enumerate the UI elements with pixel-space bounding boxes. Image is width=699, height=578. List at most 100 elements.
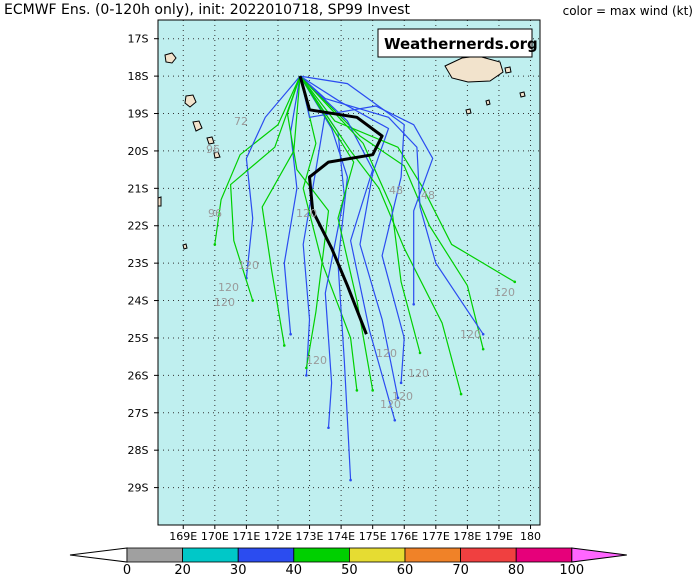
colorbar-tick-label: 20	[174, 563, 191, 578]
member-endpoint	[251, 299, 255, 302]
colorbar-tick-label: 50	[341, 563, 358, 578]
island-vanuatu-1	[164, 52, 177, 64]
member-endpoint	[355, 389, 359, 392]
island-fiji-small-4	[485, 99, 491, 106]
member-endpoint	[289, 332, 292, 336]
fh-label: 48	[421, 189, 435, 202]
island-vanuatu-3	[192, 120, 203, 132]
member-endpoint	[481, 347, 485, 351]
lat-tick-label: 19S	[128, 108, 149, 121]
credit-box: Weathernerds.org	[377, 28, 538, 58]
map-frame	[157, 19, 541, 526]
map-title: ECMWF Ens. (0-120h only), init: 20220107…	[4, 2, 410, 18]
member-endpoint	[213, 243, 217, 246]
lon-tick-label: 172E	[264, 530, 292, 543]
member-track	[299, 75, 399, 398]
lon-tick-label: 179E	[485, 530, 513, 543]
latitude-labels: 17S 18S 19S 20S 21S 22S 23S 24S 25S 26S 27S 28S 29S	[128, 33, 158, 495]
ensemble-tracks	[213, 75, 517, 482]
fh-label: 120	[408, 367, 429, 380]
fh-label: 120	[494, 286, 515, 299]
colorbar-tick-label: 40	[286, 563, 303, 578]
colorbar-tick-label: 70	[452, 563, 469, 578]
lon-tick-label: 180	[520, 530, 541, 543]
island-fiji-small-1	[504, 66, 512, 74]
lat-tick-label: 20S	[128, 145, 149, 158]
lat-tick-label: 28S	[128, 444, 149, 457]
lon-tick-label: 171E	[232, 530, 260, 543]
island-vanuatu-2	[184, 94, 197, 108]
island-new-caledonia-tip	[158, 196, 162, 207]
lon-tick-label: 169E	[169, 530, 197, 543]
member-endpoint	[399, 381, 403, 385]
member-track	[299, 75, 352, 481]
fh-label: 120	[380, 398, 401, 411]
ensemble-mean-track	[298, 75, 384, 335]
member-track	[299, 75, 358, 391]
member-track	[229, 75, 301, 301]
color-legend-note: color = max wind (kt)	[562, 4, 693, 18]
fh-label: 120	[238, 259, 259, 272]
lat-tick-label: 17S	[128, 33, 149, 46]
mean-track-line	[298, 75, 384, 335]
longitude-labels: 169E 170E 171E 172E 173E 174E 175E 176E 177E 178E…	[169, 525, 541, 543]
colorbar-tick-label: 30	[230, 563, 247, 578]
member-track	[286, 75, 330, 369]
fh-label: 96	[208, 207, 222, 220]
fh-label: 120	[214, 296, 235, 309]
lon-tick-label: 170E	[201, 530, 229, 543]
colorbar-segment	[237, 547, 295, 563]
member-track	[261, 76, 301, 346]
member-endpoint	[412, 302, 416, 306]
colorbar-tick-label: 60	[397, 563, 414, 578]
credit-text: Weathernerds.org	[384, 35, 538, 53]
lon-tick-label: 173E	[296, 530, 324, 543]
fh-label: 48	[389, 184, 403, 197]
member-endpoint	[305, 374, 308, 377]
colorbar-segment	[182, 547, 239, 563]
member-track	[299, 75, 484, 335]
lat-tick-label: 21S	[128, 182, 149, 195]
member-endpoint	[327, 426, 330, 430]
member-endpoint	[305, 366, 308, 370]
lat-tick-label: 24S	[128, 295, 149, 308]
colorbar-segment	[348, 547, 406, 563]
fh-label: 72	[234, 115, 248, 128]
colorbar-segment	[515, 547, 573, 563]
colorbar-segment	[460, 547, 517, 563]
lat-tick-label: 26S	[128, 369, 149, 382]
lon-tick-label: 176E	[390, 530, 418, 543]
lon-tick-label: 174E	[327, 530, 355, 543]
member-track	[245, 75, 301, 279]
member-track	[299, 75, 374, 391]
island-fiji-small-3	[465, 108, 472, 115]
colorbar-tick-label: 0	[123, 563, 131, 578]
member-endpoint	[396, 396, 400, 400]
member-endpoint	[459, 392, 463, 396]
fh-label: 120	[296, 207, 317, 220]
lon-tick-label: 177E	[422, 530, 450, 543]
colorbar-left-arrow	[69, 547, 128, 563]
lon-tick-label: 178E	[453, 530, 481, 543]
colorbar-tick-label: 80	[508, 563, 525, 578]
lat-tick-label: 29S	[128, 482, 149, 495]
member-track	[300, 75, 405, 383]
member-endpoint	[481, 332, 485, 336]
fh-label: 120	[460, 328, 481, 341]
lat-tick-label: 22S	[128, 220, 149, 233]
colorbar-tick-label: 100	[559, 563, 584, 578]
colorbar-right-arrow	[571, 547, 627, 563]
member-endpoint	[349, 478, 352, 482]
member-endpoint	[282, 344, 286, 347]
member-track	[299, 75, 434, 305]
forecast-hour-labels: 72 48 48 96 96 120 120 120 120 120 120 1…	[206, 115, 515, 411]
lon-tick-label: 175E	[359, 530, 387, 543]
island-vanuatu-5	[213, 151, 221, 159]
island-small-west	[182, 243, 188, 250]
lat-tick-label: 18S	[128, 70, 149, 83]
island-vanuatu-4	[206, 136, 215, 145]
colorbar-segment	[126, 547, 183, 563]
member-track	[283, 75, 301, 335]
fh-label: 120	[218, 281, 239, 294]
